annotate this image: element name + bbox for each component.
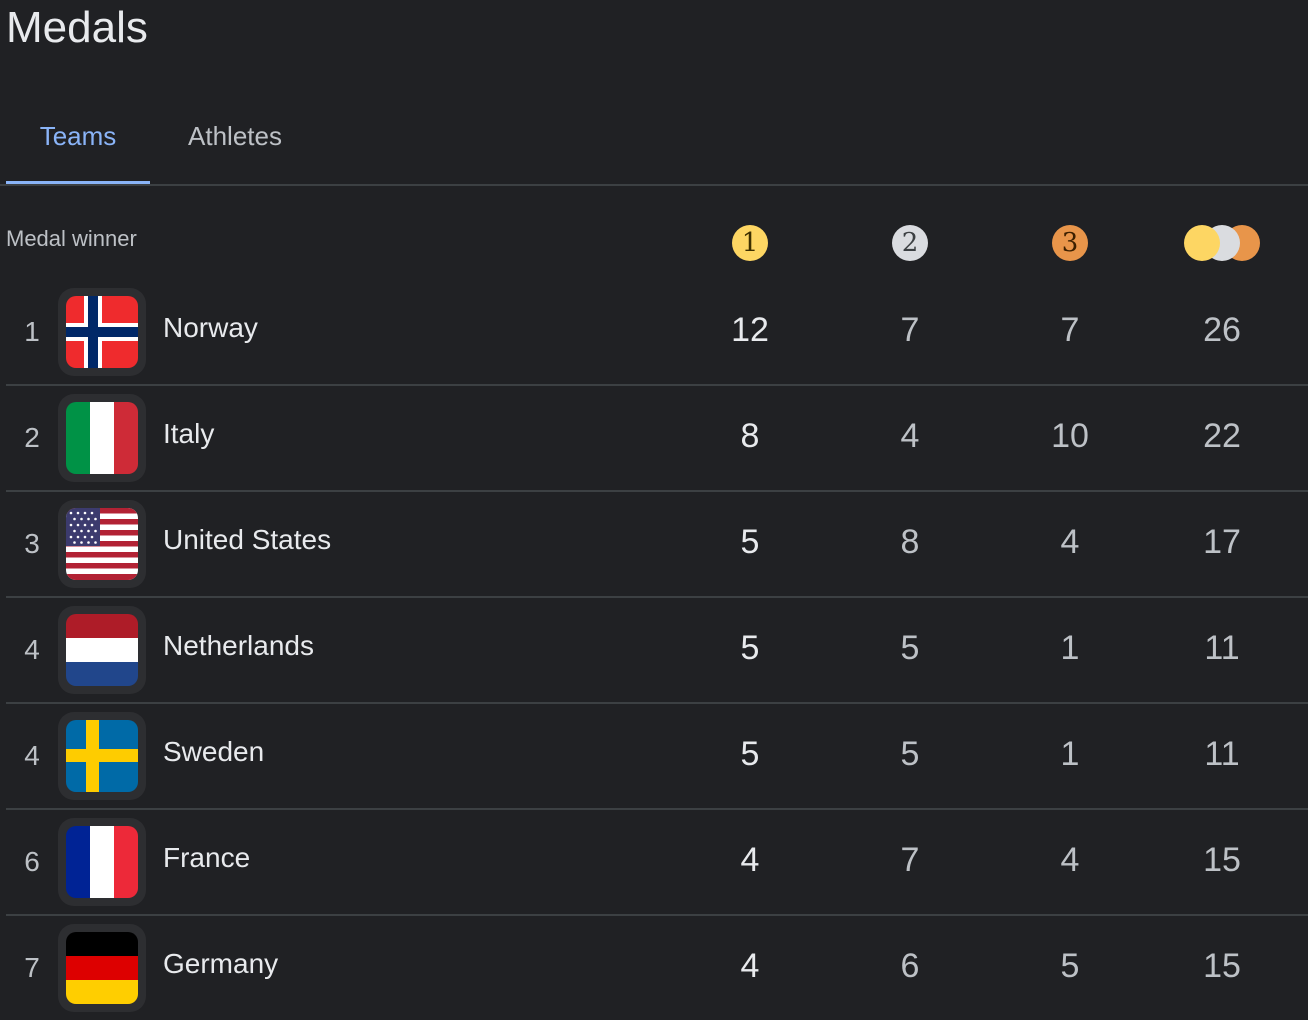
- total-count: 11: [1204, 735, 1240, 773]
- rank: 4: [24, 740, 40, 771]
- norway-flag-icon: [58, 288, 146, 376]
- germany-flag-icon: [58, 924, 146, 1012]
- silver-count: 8: [900, 523, 920, 561]
- total-count: 22: [1203, 417, 1241, 455]
- rank: 3: [24, 528, 40, 559]
- bronze-count: 1: [1060, 735, 1080, 773]
- team-name[interactable]: Norway: [163, 312, 258, 343]
- netherlands-flag-icon: [58, 606, 146, 694]
- total-count: 17: [1203, 523, 1241, 561]
- team-name[interactable]: United States: [163, 524, 332, 555]
- team-name[interactable]: Sweden: [163, 736, 265, 767]
- gold-count: 12: [731, 311, 769, 349]
- team-name[interactable]: Netherlands: [163, 630, 314, 661]
- gold-count: 5: [740, 735, 760, 773]
- bronze-count: 5: [1060, 947, 1080, 985]
- total-count: 11: [1204, 629, 1240, 667]
- medal-table: 1 Norway 12 7 7 26 2 Italy 8 4 10: [6, 280, 1308, 1020]
- tab-athletes[interactable]: Athletes: [166, 100, 304, 184]
- tab-bar: Teams Athletes: [6, 100, 1308, 184]
- gold-count: 4: [740, 841, 760, 879]
- total-gold-disc: [1184, 225, 1220, 261]
- italy-flag-icon: [58, 394, 146, 482]
- table-row[interactable]: 4 Sweden 5 5 1 11: [6, 704, 1308, 810]
- gold-medal-icon: 1: [732, 225, 768, 261]
- united-states-flag-icon: [58, 500, 146, 588]
- total-medals-icon: [1182, 225, 1262, 261]
- gold-count: 5: [740, 523, 760, 561]
- medal-winner-header: Medal winner: [6, 226, 137, 251]
- bronze-count: 1: [1060, 629, 1080, 667]
- team-name[interactable]: Italy: [163, 418, 215, 449]
- page-title: Medals: [6, 3, 148, 52]
- silver-count: 7: [900, 311, 920, 349]
- rank: 4: [24, 634, 40, 665]
- tabs-divider: [0, 184, 1308, 186]
- table-row[interactable]: 4 Netherlands 5 5 1 11: [6, 598, 1308, 704]
- rank: 1: [24, 316, 40, 347]
- table-row[interactable]: 1 Norway 12 7 7 26: [6, 280, 1308, 386]
- total-count: 26: [1203, 311, 1241, 349]
- total-count: 15: [1203, 841, 1241, 879]
- tab-teams-label: Teams: [39, 121, 117, 151]
- rank: 6: [24, 846, 40, 877]
- silver-count: 5: [900, 735, 920, 773]
- silver-count: 6: [900, 947, 920, 985]
- active-tab-indicator: [6, 181, 150, 184]
- gold-count: 4: [740, 947, 760, 985]
- gold-count: 5: [740, 629, 760, 667]
- bronze-medal-icon: 3: [1052, 225, 1088, 261]
- rank: 2: [24, 422, 40, 453]
- team-name[interactable]: Germany: [163, 948, 279, 979]
- total-count: 15: [1203, 947, 1241, 985]
- silver-count: 4: [900, 417, 920, 455]
- bronze-count: 4: [1060, 841, 1080, 879]
- rank: 7: [24, 952, 40, 983]
- silver-medal-icon: 2: [892, 225, 928, 261]
- tab-athletes-label: Athletes: [188, 121, 282, 151]
- table-row[interactable]: 2 Italy 8 4 10 22: [6, 386, 1308, 492]
- silver-count: 5: [900, 629, 920, 667]
- tab-teams[interactable]: Teams: [6, 100, 150, 184]
- france-flag-icon: [58, 818, 146, 906]
- table-row[interactable]: 7 Germany 4 6 5 15: [6, 916, 1308, 1020]
- gold-count: 8: [740, 417, 760, 455]
- sweden-flag-icon: [58, 712, 146, 800]
- bronze-count: 7: [1060, 311, 1080, 349]
- team-name[interactable]: France: [163, 842, 251, 873]
- table-row[interactable]: 3 Unite: [6, 492, 1308, 598]
- silver-count: 7: [900, 841, 920, 879]
- bronze-count: 10: [1051, 417, 1089, 455]
- table-row[interactable]: 6 France 4 7 4 15: [6, 810, 1308, 916]
- bronze-count: 4: [1060, 523, 1080, 561]
